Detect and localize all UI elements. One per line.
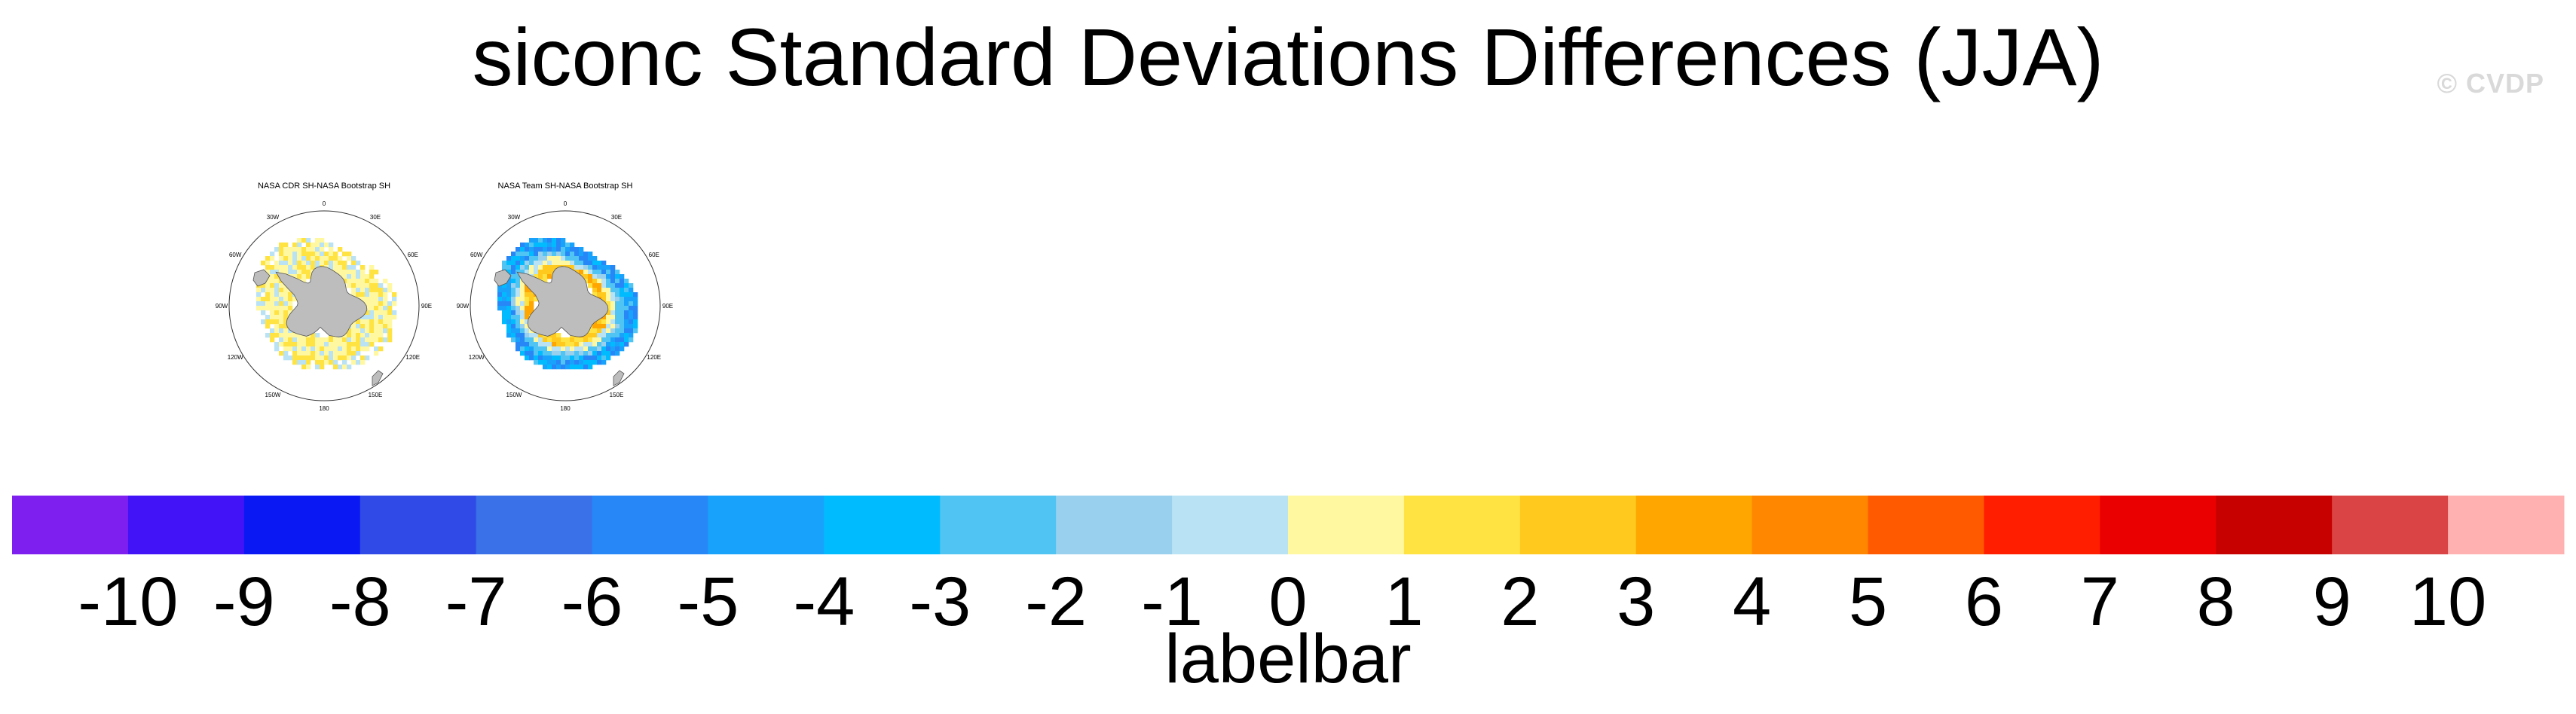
longitude-label: 30W	[508, 214, 521, 221]
south-america-landmass	[494, 269, 512, 287]
longitude-label: 150E	[610, 392, 624, 398]
colorbar-tick-label: -3	[909, 563, 971, 640]
longitude-label: 150E	[369, 392, 383, 398]
longitude-label: 30E	[370, 214, 381, 221]
longitude-label: 150W	[506, 392, 522, 398]
colorbar-tick-label: 4	[1733, 563, 1771, 640]
colorbar-swatch	[243, 496, 361, 554]
longitude-label: 120W	[469, 354, 485, 361]
colorbar-swatch	[824, 496, 941, 554]
colorbar-tick-label: 1	[1384, 563, 1423, 640]
colorbar-swatch	[1519, 496, 1637, 554]
colorbar-swatch	[708, 496, 825, 554]
colorbar-swatch	[476, 496, 593, 554]
colorbar-tick-label: 8	[2197, 563, 2235, 640]
colorbar-tick-label: 6	[1965, 563, 2003, 640]
colorbar-tick-label: -9	[213, 563, 275, 640]
longitude-label: 60E	[649, 252, 659, 258]
colorbar-swatch	[1403, 496, 1521, 554]
longitude-label: 90W	[457, 303, 470, 310]
colorbar-swatch	[592, 496, 708, 554]
colorbar-swatch	[1288, 496, 1405, 554]
colorbar-swatch	[1868, 496, 1984, 554]
colorbar-tick-label: 5	[1849, 563, 1887, 640]
new-zealand-landmass	[613, 370, 625, 386]
longitude-label: 120E	[647, 354, 661, 361]
colorbar-swatch	[2448, 496, 2565, 554]
colorbar-swatch	[2332, 496, 2449, 554]
colorbar-tick-label: 3	[1617, 563, 1655, 640]
colorbar-tick-label: 10	[2409, 563, 2486, 640]
globe-outline	[228, 210, 420, 401]
watermark: © CVDP	[2437, 68, 2544, 99]
longitude-label: 180	[319, 405, 329, 412]
colorbar-tick-label: 2	[1501, 563, 1539, 640]
map-panel-cdr: NASA CDR SH-NASA Bootstrap SH 0 30E 60E 90E…	[211, 181, 437, 422]
colorbar-tick-label: 0	[1268, 563, 1307, 640]
antarctica-landmass	[516, 266, 609, 337]
colorbar-tick-label: -7	[445, 563, 507, 640]
colorbar-swatch	[1984, 496, 2100, 554]
map-title: NASA Team SH-NASA Bootstrap SH	[497, 182, 633, 191]
colorbar-tick-label: -8	[329, 563, 391, 640]
polar-map: 0 30E 60E 90E 120E 150E 180 150W 120W 90W 60W 30W	[216, 200, 432, 412]
polar-map: 0 30E 60E 90E 120E 150E 180 150W 120W 90W 60W 30W	[457, 200, 673, 412]
map-panel-team: NASA Team SH-NASA Bootstrap SH 0 30E 60E 90…	[452, 181, 678, 422]
longitude-label: 60W	[229, 252, 242, 258]
colorbar-tick-label: -5	[678, 563, 739, 640]
colorbar-swatch	[127, 496, 245, 554]
colorbar-swatch	[1751, 496, 1869, 554]
antarctica-landmass	[275, 266, 368, 337]
south-america-landmass	[252, 269, 271, 287]
globe-outline	[470, 210, 661, 401]
longitude-label: 0	[323, 200, 326, 207]
colorbar-swatch	[2216, 496, 2333, 554]
colorbar-swatch	[1635, 496, 1753, 554]
longitude-label: 150W	[265, 392, 281, 398]
colorbar-tick-label: -1	[1141, 563, 1203, 640]
longitude-label: 30W	[267, 214, 280, 221]
colorbar-swatch	[940, 496, 1057, 554]
colorbar-swatch	[359, 496, 477, 554]
longitude-label: 120W	[228, 354, 243, 361]
colorbar-swatch	[1172, 496, 1289, 554]
longitude-label: 30E	[611, 214, 622, 221]
new-zealand-landmass	[372, 370, 384, 386]
longitude-label: 90E	[421, 303, 432, 310]
longitude-label: 120E	[405, 354, 420, 361]
colorbar-tick-label: 9	[2313, 563, 2351, 640]
colorbar-tick-label: -6	[561, 563, 623, 640]
longitude-label: 60W	[470, 252, 483, 258]
longitude-label: 90E	[662, 303, 673, 310]
colorbar-tick-label: -10	[78, 563, 178, 640]
colorbar-tick-label: -2	[1025, 563, 1087, 640]
colorbar-tick-label: 7	[2081, 563, 2119, 640]
colorbar-swatch	[12, 496, 129, 554]
colorbar-title: labelbar	[1164, 621, 1412, 697]
colorbar-tick-label: -4	[793, 563, 855, 640]
figure-title: siconc Standard Deviations Differences (…	[472, 11, 2104, 102]
longitude-label: 60E	[408, 252, 418, 258]
colorbar-swatch	[1056, 496, 1173, 554]
colorbar-swatch	[2100, 496, 2217, 554]
longitude-label: 90W	[216, 303, 228, 310]
map-title: NASA CDR SH-NASA Bootstrap SH	[257, 182, 391, 191]
longitude-label: 180	[560, 405, 571, 412]
longitude-label: 0	[564, 200, 568, 207]
